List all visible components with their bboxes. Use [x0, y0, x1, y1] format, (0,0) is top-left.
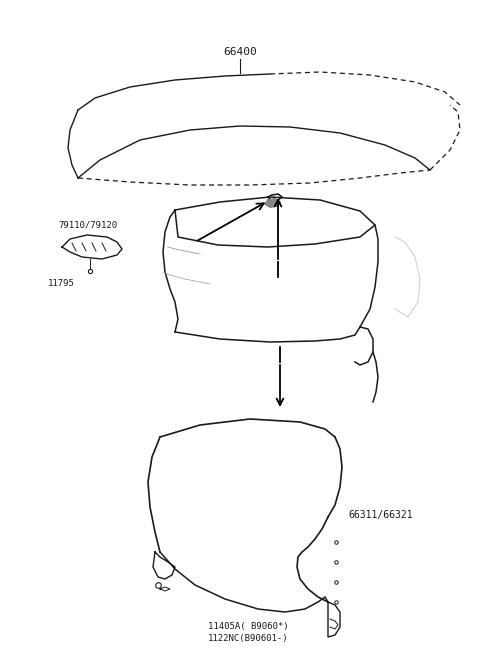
Text: 66400: 66400: [223, 47, 257, 57]
Text: 79110/79120: 79110/79120: [58, 221, 117, 229]
Text: 1122NC(B90601-): 1122NC(B90601-): [208, 635, 288, 643]
Polygon shape: [265, 199, 280, 207]
Text: 11795: 11795: [48, 279, 75, 288]
Text: 11405A( B9060*): 11405A( B9060*): [208, 622, 288, 631]
Text: 66311/66321: 66311/66321: [348, 510, 413, 520]
